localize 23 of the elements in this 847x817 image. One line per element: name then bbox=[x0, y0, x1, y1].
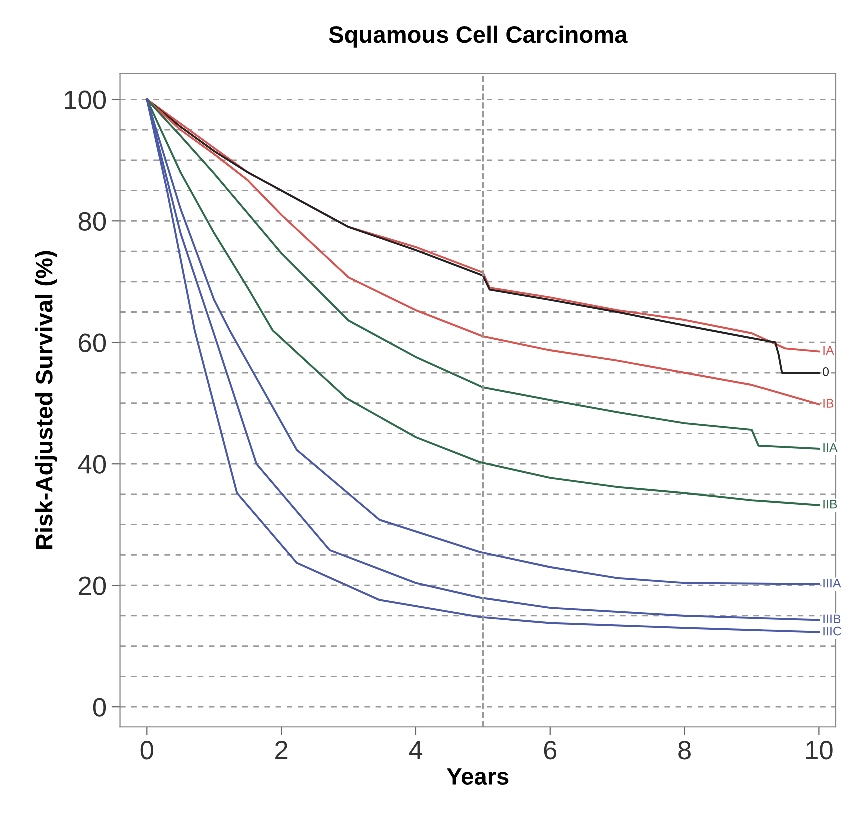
x-tick-label: 2 bbox=[276, 741, 288, 760]
x-tick-label: 0 bbox=[140, 741, 154, 760]
y-tick-label: 40 bbox=[78, 455, 106, 474]
y-tick-label: 80 bbox=[78, 212, 106, 231]
series-label: IIIB bbox=[824, 614, 841, 624]
series-label: IA bbox=[824, 346, 834, 355]
series-label: IB bbox=[824, 399, 834, 408]
x-tick-label: 4 bbox=[409, 741, 423, 760]
series-label: IIB bbox=[824, 500, 838, 509]
series-label: IIA bbox=[824, 444, 838, 452]
x-axis-title: Years bbox=[447, 768, 509, 786]
y-tick-label: 0 bbox=[93, 698, 106, 717]
chart-title: Squamous Cell Carcinoma bbox=[329, 26, 628, 48]
y-tick-label: 20 bbox=[79, 576, 106, 596]
y-tick-label: 60 bbox=[79, 334, 106, 352]
series-label: IIIA bbox=[824, 579, 842, 588]
series-label: 0 bbox=[823, 368, 830, 376]
y-tick-label: 100 bbox=[65, 90, 106, 110]
x-tick-label: 10 bbox=[806, 741, 833, 760]
series-label: IIIC bbox=[824, 626, 842, 636]
x-tick-label: 8 bbox=[678, 741, 691, 760]
x-tick-label: 6 bbox=[544, 741, 557, 760]
y-axis-title: Risk-Adjusted Survival (%) bbox=[35, 251, 58, 549]
